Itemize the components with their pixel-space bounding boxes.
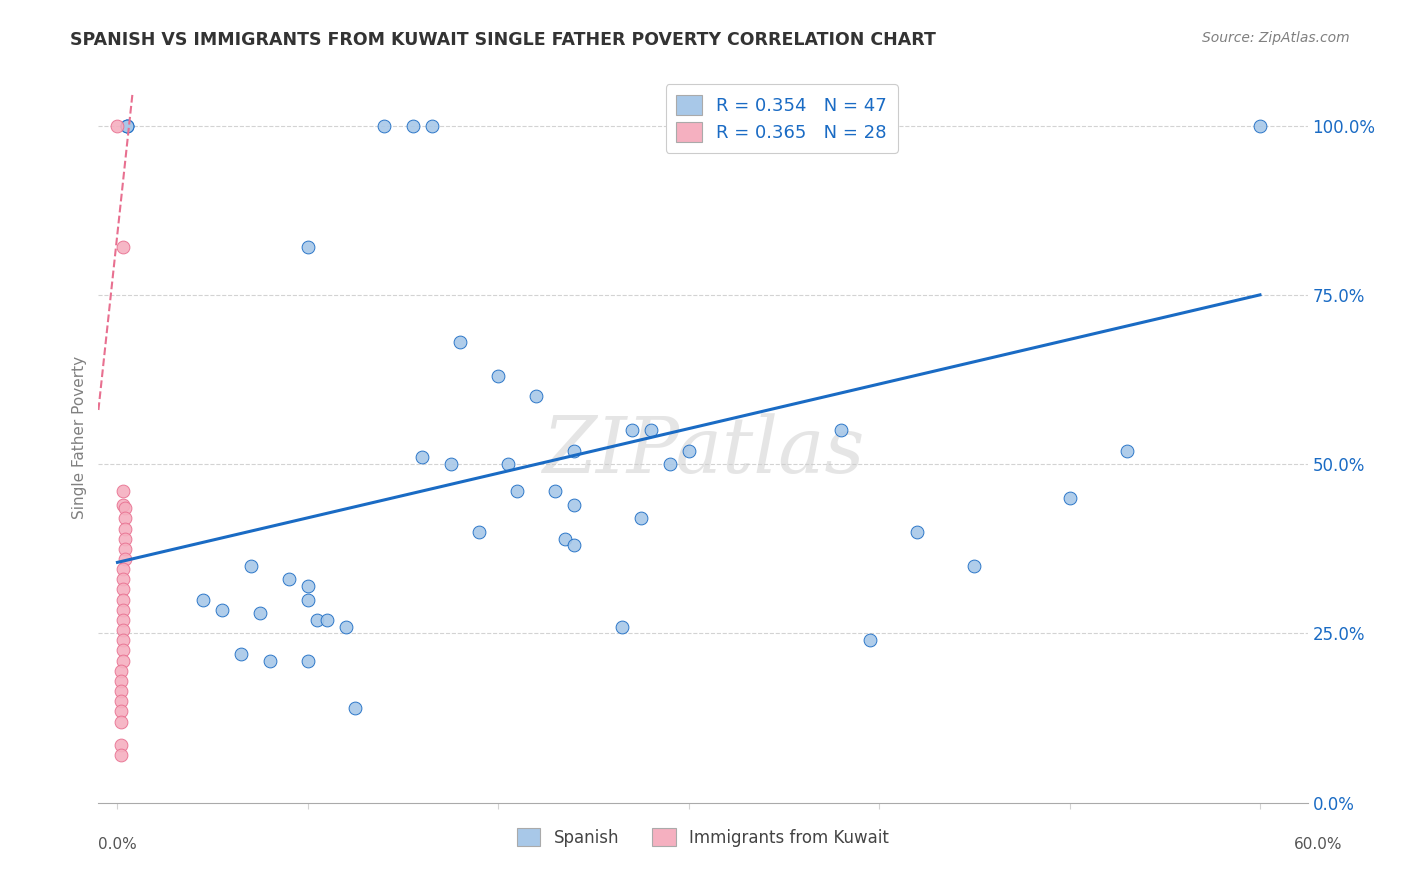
Point — [544, 484, 567, 499]
Point — [114, 511, 136, 525]
Point — [524, 389, 547, 403]
Point — [114, 552, 136, 566]
Point — [112, 484, 135, 499]
Point — [112, 582, 135, 597]
Point — [486, 369, 509, 384]
Point — [110, 673, 132, 688]
Point — [496, 457, 519, 471]
Point — [373, 119, 395, 133]
Point — [678, 443, 700, 458]
Point — [110, 748, 132, 763]
Point — [112, 562, 135, 576]
Point — [211, 603, 233, 617]
Point — [564, 538, 586, 552]
Point — [110, 738, 132, 752]
Point — [112, 240, 135, 254]
Point — [110, 684, 132, 698]
Point — [1059, 491, 1081, 505]
Point — [658, 457, 681, 471]
Point — [115, 119, 138, 133]
Point — [307, 613, 329, 627]
Point — [564, 443, 586, 458]
Point — [112, 603, 135, 617]
Point — [554, 532, 576, 546]
Point — [297, 592, 319, 607]
Point — [963, 558, 986, 573]
Text: 0.0%: 0.0% — [98, 837, 138, 852]
Legend: Spanish, Immigrants from Kuwait: Spanish, Immigrants from Kuwait — [508, 818, 898, 856]
Point — [297, 654, 319, 668]
Point — [610, 620, 633, 634]
Point — [110, 705, 132, 719]
Point — [249, 606, 271, 620]
Point — [191, 592, 214, 607]
Point — [115, 119, 138, 133]
Point — [564, 498, 586, 512]
Text: SPANISH VS IMMIGRANTS FROM KUWAIT SINGLE FATHER POVERTY CORRELATION CHART: SPANISH VS IMMIGRANTS FROM KUWAIT SINGLE… — [70, 31, 936, 49]
Text: Source: ZipAtlas.com: Source: ZipAtlas.com — [1202, 31, 1350, 45]
Point — [239, 558, 262, 573]
Point — [231, 647, 253, 661]
Point — [114, 521, 136, 535]
Point — [630, 511, 652, 525]
Point — [110, 664, 132, 678]
Point — [905, 524, 928, 539]
Y-axis label: Single Father Poverty: Single Father Poverty — [72, 356, 87, 518]
Point — [297, 240, 319, 254]
Point — [112, 572, 135, 586]
Point — [1249, 119, 1271, 133]
Point — [420, 119, 443, 133]
Point — [449, 335, 471, 350]
Point — [259, 654, 281, 668]
Point — [620, 423, 643, 437]
Point — [112, 633, 135, 648]
Point — [115, 119, 138, 133]
Point — [335, 620, 357, 634]
Point — [107, 119, 129, 133]
Point — [297, 579, 319, 593]
Point — [411, 450, 433, 465]
Point — [112, 654, 135, 668]
Point — [859, 633, 882, 648]
Text: ZIPatlas: ZIPatlas — [541, 414, 865, 490]
Point — [114, 541, 136, 556]
Point — [112, 613, 135, 627]
Point — [640, 423, 662, 437]
Point — [830, 423, 852, 437]
Point — [112, 592, 135, 607]
Point — [112, 623, 135, 637]
Point — [112, 498, 135, 512]
Point — [110, 694, 132, 708]
Point — [110, 714, 132, 729]
Point — [1115, 443, 1137, 458]
Point — [114, 532, 136, 546]
Text: 60.0%: 60.0% — [1295, 837, 1343, 852]
Point — [344, 701, 367, 715]
Point — [114, 501, 136, 516]
Point — [316, 613, 339, 627]
Point — [468, 524, 491, 539]
Point — [401, 119, 423, 133]
Point — [506, 484, 529, 499]
Point — [112, 643, 135, 657]
Point — [277, 572, 299, 586]
Point — [440, 457, 463, 471]
